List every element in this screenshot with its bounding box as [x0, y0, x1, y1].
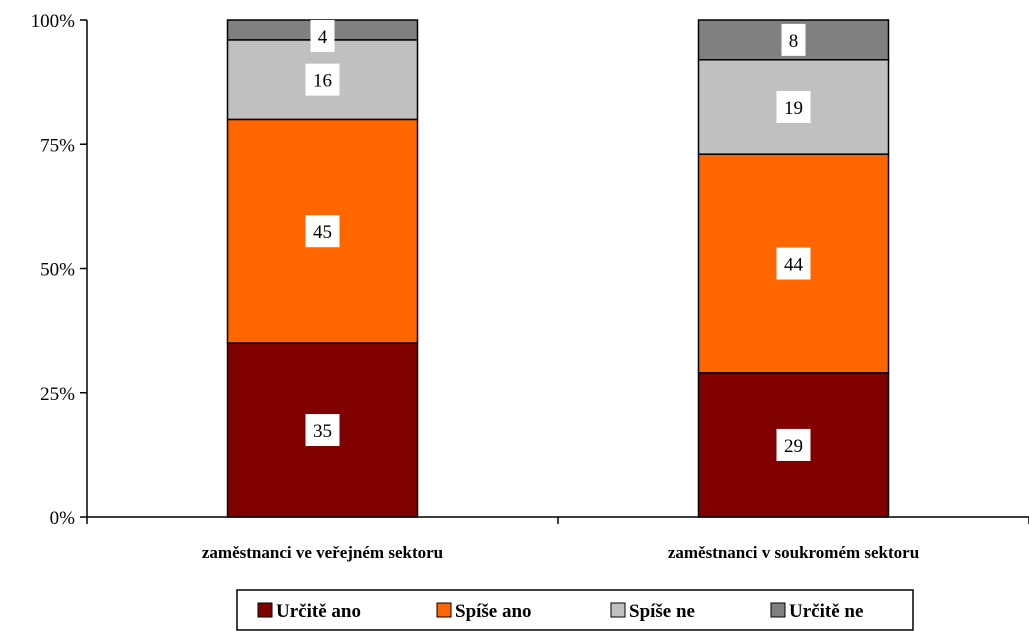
y-tick-label: 50% — [40, 260, 75, 281]
y-tick-label: 75% — [40, 135, 75, 156]
data-label: 16 — [313, 71, 332, 92]
data-label: 8 — [789, 31, 799, 52]
data-label-box — [305, 215, 340, 248]
data-label-box — [305, 63, 340, 96]
data-label: 45 — [313, 222, 332, 243]
data-label: 19 — [784, 98, 803, 119]
legend-swatch — [610, 602, 626, 618]
legend-swatch — [770, 602, 786, 618]
data-label-box — [776, 90, 811, 123]
x-category-label: zaměstnanci ve veřejném sektoru — [202, 543, 443, 562]
legend-label: Spíše ano — [455, 601, 532, 622]
legend: Určitě ano Spíše ano Spíše ne Určitě ne — [236, 589, 914, 631]
legend-label: Určitě ano — [276, 601, 361, 622]
data-label: 44 — [784, 255, 804, 276]
y-tick-label: 100% — [31, 11, 76, 32]
x-category-label: zaměstnanci v soukromém sektoru — [668, 543, 919, 562]
legend-swatch — [436, 602, 452, 618]
data-label: 35 — [313, 421, 332, 442]
data-label-box — [776, 247, 811, 280]
data-label-box — [776, 428, 811, 461]
y-tick-label: 0% — [50, 508, 76, 529]
data-labels: 35 45 16 4 29 44 19 8 — [305, 20, 811, 461]
data-label-box — [305, 414, 340, 447]
legend-label: Spíše ne — [629, 601, 695, 622]
data-label: 29 — [784, 436, 803, 457]
legend-box — [236, 589, 914, 631]
x-category-labels: zaměstnanci ve veřejném sektoru zaměstnan… — [202, 543, 919, 562]
data-label-box — [310, 20, 335, 52]
legend-label: Určitě ne — [789, 601, 863, 622]
y-tick-label: 25% — [40, 384, 75, 405]
data-label-box — [781, 23, 806, 56]
data-label: 4 — [318, 27, 328, 48]
bars — [226, 19, 890, 518]
legend-swatch — [257, 602, 273, 618]
